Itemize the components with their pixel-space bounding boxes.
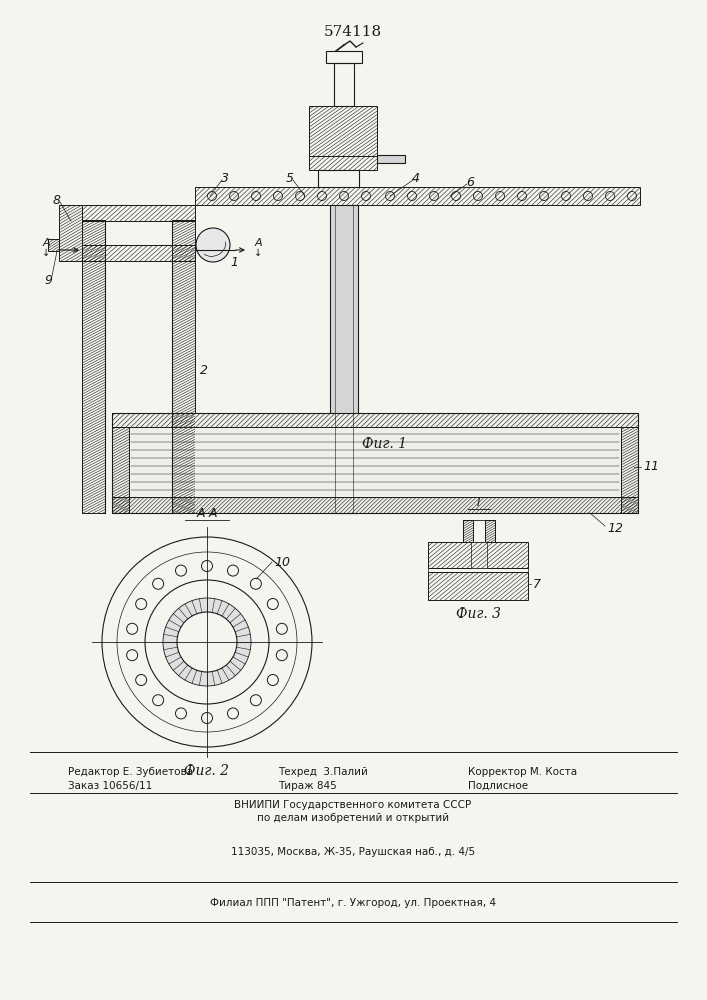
Text: 12: 12 xyxy=(607,522,623,534)
Text: 3: 3 xyxy=(221,172,229,184)
Circle shape xyxy=(175,708,187,719)
Polygon shape xyxy=(330,205,358,513)
Circle shape xyxy=(228,708,238,719)
Text: 2: 2 xyxy=(200,363,208,376)
Circle shape xyxy=(539,192,549,200)
Text: 574118: 574118 xyxy=(324,25,382,39)
Circle shape xyxy=(207,192,216,200)
Text: 8: 8 xyxy=(53,194,61,207)
Text: ↓: ↓ xyxy=(254,248,262,258)
Circle shape xyxy=(474,192,482,200)
Circle shape xyxy=(429,192,438,200)
Circle shape xyxy=(127,650,138,661)
Circle shape xyxy=(276,650,287,661)
Circle shape xyxy=(276,623,287,634)
Circle shape xyxy=(339,192,349,200)
Text: 11: 11 xyxy=(643,460,659,474)
Circle shape xyxy=(407,192,416,200)
Text: Фиг. 1: Фиг. 1 xyxy=(363,437,407,451)
Circle shape xyxy=(250,695,262,706)
Circle shape xyxy=(452,192,460,200)
Circle shape xyxy=(136,674,146,686)
Circle shape xyxy=(102,537,312,747)
Circle shape xyxy=(496,192,505,200)
Text: Фиг. 2: Фиг. 2 xyxy=(185,764,230,778)
Circle shape xyxy=(628,192,636,200)
Circle shape xyxy=(267,598,279,609)
Circle shape xyxy=(274,192,283,200)
Circle shape xyxy=(296,192,305,200)
Text: Фиг. 3: Фиг. 3 xyxy=(455,607,501,621)
Text: ВНИИПИ Государственного комитета СССР: ВНИИПИ Государственного комитета СССР xyxy=(235,800,472,810)
Text: Заказ 10656/11: Заказ 10656/11 xyxy=(68,781,152,791)
Polygon shape xyxy=(471,542,487,568)
Circle shape xyxy=(163,598,251,686)
Text: Тираж 845: Тираж 845 xyxy=(278,781,337,791)
Circle shape xyxy=(518,192,527,200)
Text: Филиал ППП "Патент", г. Ужгород, ул. Проектная, 4: Филиал ППП "Патент", г. Ужгород, ул. Про… xyxy=(210,898,496,908)
Circle shape xyxy=(561,192,571,200)
Circle shape xyxy=(175,565,187,576)
Circle shape xyxy=(153,695,163,706)
Polygon shape xyxy=(377,155,405,163)
Text: по делам изобретений и открытий: по делам изобретений и открытий xyxy=(257,813,449,823)
Circle shape xyxy=(127,623,138,634)
Circle shape xyxy=(196,228,230,262)
Circle shape xyxy=(385,192,395,200)
Text: А-А: А-А xyxy=(197,507,218,520)
Text: 7: 7 xyxy=(533,578,541,590)
Circle shape xyxy=(252,192,260,200)
Circle shape xyxy=(250,578,262,589)
Text: Техред  3.Палий: Техред 3.Палий xyxy=(278,767,368,777)
Circle shape xyxy=(230,192,238,200)
Circle shape xyxy=(201,712,213,724)
Text: A: A xyxy=(42,238,49,248)
Text: 1: 1 xyxy=(230,255,238,268)
Circle shape xyxy=(317,192,327,200)
Text: Корректор М. Коста: Корректор М. Коста xyxy=(468,767,577,777)
Text: ↓: ↓ xyxy=(42,248,50,258)
Text: 6: 6 xyxy=(466,176,474,188)
Circle shape xyxy=(605,192,614,200)
Circle shape xyxy=(201,560,213,572)
Text: 4: 4 xyxy=(412,172,420,184)
Text: 10: 10 xyxy=(274,556,290,568)
Circle shape xyxy=(136,598,146,609)
Text: Редактор Е. Зубиетова: Редактор Е. Зубиетова xyxy=(68,767,193,777)
Circle shape xyxy=(267,674,279,686)
Text: 9: 9 xyxy=(44,273,52,286)
Text: A: A xyxy=(255,238,262,248)
Circle shape xyxy=(228,565,238,576)
Polygon shape xyxy=(112,413,638,513)
Circle shape xyxy=(177,612,237,672)
Circle shape xyxy=(583,192,592,200)
Text: 5: 5 xyxy=(286,172,294,184)
Circle shape xyxy=(153,578,163,589)
Text: I: I xyxy=(477,498,479,508)
Text: 113035, Москва, Ж-35, Раушская наб., д. 4/5: 113035, Москва, Ж-35, Раушская наб., д. … xyxy=(231,847,475,857)
Circle shape xyxy=(361,192,370,200)
Text: Подлисное: Подлисное xyxy=(468,781,528,791)
